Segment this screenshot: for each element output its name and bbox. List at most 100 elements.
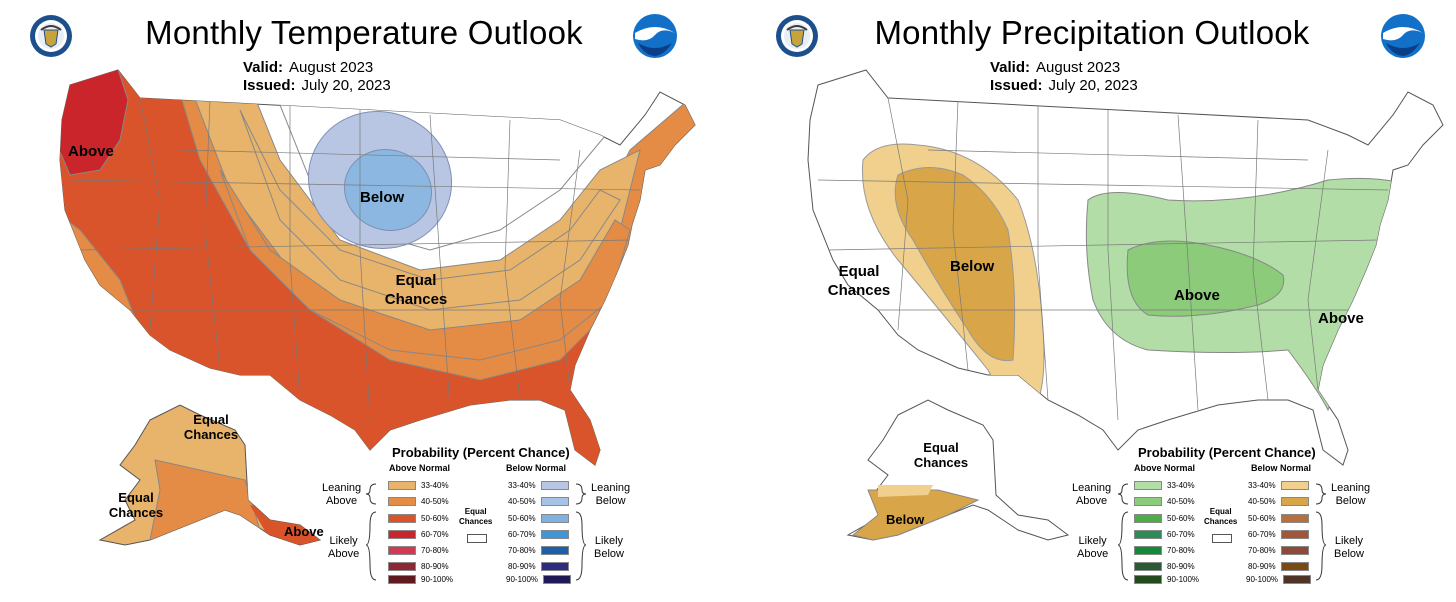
legend-row: 70-80% [1248,545,1314,556]
temperature-outlook-panel: Monthly Temperature Outlook Valid: August… [30,14,696,585]
legend-row: 90-100% [1134,574,1199,585]
equal-line2: Chances [1204,517,1238,526]
legend-row: 50-60% [388,513,449,524]
legend-row-label: 90-100% [1246,575,1279,584]
legend-swatch [1134,481,1162,490]
likely-above-line2: Above [328,548,360,560]
issued-value: July 20, 2023 [301,77,391,94]
label-above-coast: Above [1318,310,1364,327]
legend-row: 40-50% [388,496,449,507]
legend-swatch [540,497,569,506]
likely-above-line2: Above [1077,548,1109,560]
legend-row: 80-90% [388,561,449,572]
legend-row-label: 60-70% [1248,530,1276,539]
legend-swatch [1280,514,1309,523]
legend-swatch [1283,575,1312,584]
valid-line: Valid: August 2023 [243,59,373,76]
issued-value: July 20, 2023 [1048,77,1138,94]
commerce-seal-icon [776,15,818,57]
legend-swatch [1280,546,1309,555]
likely-below-line2: Below [1334,548,1364,560]
legend-row-label: 60-70% [508,530,536,539]
equal-line1: Equal [464,507,487,516]
legend-swatch [1134,562,1162,571]
legend-swatch [540,481,569,490]
legend-row-label: 90-100% [421,575,454,584]
legend-swatch [1134,575,1162,584]
issued-line: Issued: July 20, 2023 [243,77,391,94]
legend-likely-above: Likely Above [1077,535,1108,561]
legend-row-label: 50-60% [508,514,536,523]
legend-row-label: 60-70% [1167,530,1195,539]
legend-row: 33-40% [1134,480,1195,491]
issued-label: Issued: [243,77,296,94]
legend-row: 33-40% [508,480,574,491]
commerce-seal-icon [30,15,72,57]
issued-line: Issued: July 20, 2023 [990,77,1138,94]
legend-swatch [388,546,416,555]
legend-row-label: 40-50% [1248,497,1276,506]
legend-row-label: 33-40% [421,481,449,490]
legend-row: 90-100% [506,574,576,585]
valid-value: August 2023 [289,59,374,76]
legend-row: 60-70% [1134,529,1195,540]
legend-row: 40-50% [1134,496,1195,507]
legend-braces [1117,483,1327,581]
legend-swatch [388,530,416,539]
issued-label: Issued: [990,77,1043,94]
leaning-above-line1: Leaning [322,482,362,494]
legend-swatch [1134,530,1162,539]
legend-row: 60-70% [388,529,449,540]
legend-row: 33-40% [1248,480,1314,491]
legend-row: 60-70% [1248,529,1314,540]
legend-row: 50-60% [508,513,574,524]
label-above: Above [68,143,114,160]
legend-swatch [388,514,416,523]
legend-row: 80-90% [1134,561,1195,572]
legend-swatch [1280,481,1309,490]
ak-label-equal-line2: Chances [914,455,968,470]
leaning-above-line1: Leaning [1072,482,1112,494]
legend-braces [365,483,587,581]
legend-row: 50-60% [1134,513,1195,524]
page-title: Monthly Temperature Outlook [145,14,583,51]
leaning-below-line1: Leaning [591,482,631,494]
precipitation-outlook-panel: Monthly Precipitation Outlook Valid: Augu… [728,0,1456,602]
legend-swatch [388,562,416,571]
label-below: Below [360,189,405,206]
label-below: Below [950,258,995,275]
legend-row-label: 50-60% [421,514,449,523]
legend-above-head: Above Normal [389,463,451,473]
legend-row: 70-80% [1134,545,1195,556]
equal-line1: Equal [1209,507,1232,516]
noaa-logo-icon [633,14,677,58]
legend-row: 80-90% [508,561,574,572]
ak-label-equal-left-line2: Chances [109,505,163,520]
legend-row: 70-80% [508,545,574,556]
legend-row-label: 60-70% [421,530,449,539]
legend-leaning-below: Leaning Below [1331,482,1370,508]
valid-label: Valid: [990,59,1031,76]
legend-row: 40-50% [508,496,574,507]
precipitation-map: Equal Chances Below Above Above Equal Ch… [807,69,1444,581]
likely-below-line2: Below [594,548,624,560]
alaska-shape [98,404,322,546]
legend-row-label: 70-80% [508,546,536,555]
legend-swatch [540,546,569,555]
legend-equal-chances: Equal Chances [1204,507,1237,527]
ak-label-equal-line1: Equal [923,440,958,455]
valid-value: August 2023 [1036,59,1121,76]
ak-label-above: Above [284,524,324,539]
legend-swatch [540,530,569,539]
legend-row-label: 80-90% [508,562,536,571]
legend-swatch [1134,497,1162,506]
legend-row-label: 90-100% [506,575,539,584]
legend-swatch [1134,546,1162,555]
legend-row-label: 50-60% [1248,514,1276,523]
legend-row-label: 70-80% [1167,546,1195,555]
legend-swatch [388,497,416,506]
legend-row: 90-100% [388,574,453,585]
ak-label-below: Below [886,512,925,527]
legend-row-label: 40-50% [421,497,449,506]
legend-likely-above: Likely Above [328,535,359,561]
